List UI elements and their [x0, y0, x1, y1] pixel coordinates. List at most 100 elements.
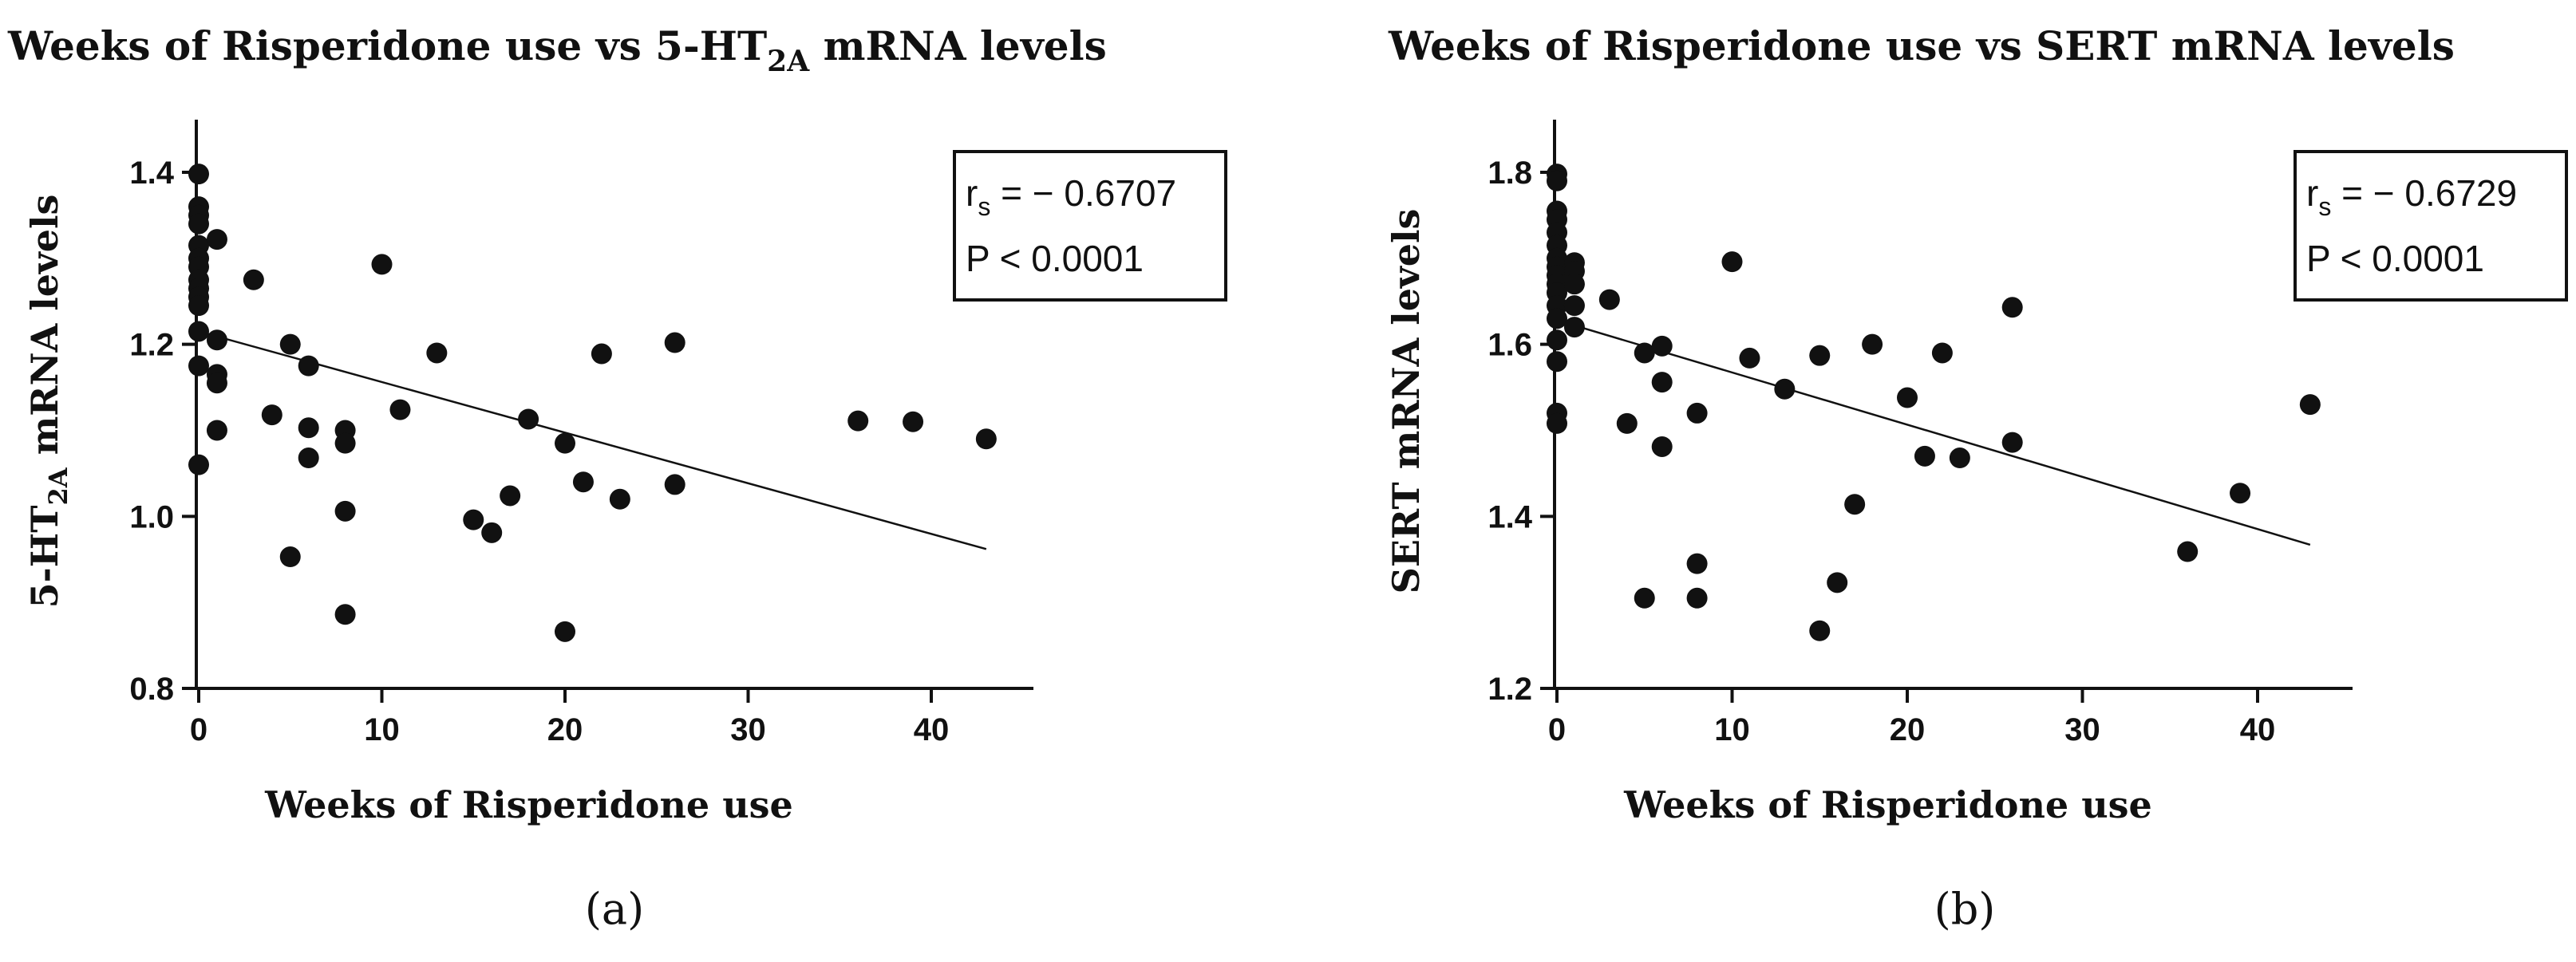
y-tick-label: 1.2 — [129, 328, 174, 363]
stat-rs-b: rs = − 0.6729 — [2306, 172, 2517, 221]
data-point — [206, 373, 227, 394]
data-point — [279, 546, 301, 568]
x-tick-label: 0 — [1548, 712, 1566, 747]
chart-panel-a: Weeks of Risperidone use vs 5-HT2A mRNA … — [7, 22, 1227, 934]
data-point — [188, 295, 209, 317]
stat-box-a: rs = − 0.6707 P < 0.0001 — [953, 150, 1227, 302]
y-tick-label: 1.2 — [1488, 672, 1532, 707]
data-point — [1686, 553, 1708, 574]
data-point — [1547, 351, 1567, 373]
data-point — [903, 411, 924, 432]
data-point — [298, 355, 319, 377]
regression-line — [1556, 319, 2311, 546]
y-tick-label: 1.4 — [129, 156, 174, 191]
data-point — [1651, 436, 1673, 457]
data-point — [1547, 308, 1567, 329]
data-point — [1897, 387, 1918, 408]
data-point — [1739, 347, 1760, 369]
chart-title-b: Weeks of Risperidone use vs SERT mRNA le… — [1388, 22, 2455, 69]
x-tick-label: 20 — [547, 712, 583, 747]
data-point — [1844, 494, 1866, 515]
data-point — [188, 355, 209, 377]
x-tick-label: 40 — [2240, 712, 2276, 747]
data-point — [206, 420, 227, 441]
x-tick-label: 30 — [2064, 712, 2100, 747]
data-point — [188, 321, 209, 342]
data-point — [261, 404, 282, 426]
data-point — [1931, 342, 1953, 364]
x-axis-label-b: Weeks of Risperidone use — [1623, 783, 2152, 826]
data-point — [1547, 412, 1567, 434]
data-point — [664, 332, 685, 353]
data-point — [1686, 587, 1708, 609]
data-point — [1563, 274, 1585, 295]
data-point — [206, 329, 227, 351]
stat-p-b: P < 0.0001 — [2306, 238, 2484, 279]
data-point — [1862, 333, 1883, 355]
x-tick-label: 10 — [1714, 712, 1750, 747]
data-point — [188, 213, 209, 235]
data-point — [298, 447, 319, 469]
stat-box-b: rs = − 0.6729 P < 0.0001 — [2294, 150, 2568, 302]
data-point — [1634, 342, 1655, 364]
data-point — [1721, 251, 1743, 273]
data-point — [847, 410, 869, 432]
data-point — [555, 432, 575, 454]
data-point — [1809, 620, 1831, 641]
data-point — [1598, 289, 1620, 310]
data-point — [243, 269, 264, 290]
data-point — [2001, 432, 2023, 453]
data-point — [1634, 587, 1655, 609]
data-point — [1686, 402, 1708, 424]
y-tick-label: 1.4 — [1488, 499, 1532, 534]
data-point — [555, 621, 575, 642]
data-point — [609, 488, 630, 510]
y-tick-label: 1.6 — [1488, 328, 1532, 363]
stat-rs-a: rs = − 0.6707 — [966, 172, 1176, 221]
data-point — [463, 509, 484, 530]
x-axis-label-a: Weeks of Risperidone use — [264, 783, 793, 826]
data-point — [1651, 335, 1673, 357]
x-tick-label: 40 — [914, 712, 950, 747]
regression-line — [198, 330, 987, 550]
panel-label-b: (b) — [1934, 884, 1996, 934]
data-point — [188, 454, 209, 475]
data-point — [389, 399, 411, 420]
data-point — [279, 333, 301, 355]
data-point — [481, 522, 503, 543]
data-point — [188, 164, 209, 185]
data-point — [1914, 445, 1935, 467]
data-point — [591, 343, 612, 365]
x-tick-label: 10 — [364, 712, 400, 747]
data-point — [1827, 572, 1848, 593]
data-point — [1563, 295, 1585, 317]
data-point — [1563, 317, 1585, 338]
stat-p-a: P < 0.0001 — [966, 238, 1144, 279]
data-point — [500, 485, 521, 507]
y-tick-label: 0.8 — [129, 672, 174, 707]
y-axis-label-b: SERT mRNA levels — [1385, 209, 1428, 594]
chart-panel-b: Weeks of Risperidone use vs SERT mRNA le… — [1385, 22, 2568, 934]
data-point — [298, 417, 319, 439]
x-tick-label: 20 — [1890, 712, 1926, 747]
x-tick-label: 0 — [190, 712, 207, 747]
data-point — [1651, 372, 1673, 393]
data-point — [334, 604, 356, 625]
data-point — [426, 342, 448, 364]
chart-title-a: Weeks of Risperidone use vs 5-HT2A mRNA … — [7, 22, 1107, 78]
data-point — [206, 229, 227, 250]
data-point — [2177, 541, 2199, 562]
data-point — [1949, 447, 1970, 469]
data-point — [975, 428, 997, 450]
data-point — [1809, 345, 1831, 366]
data-point — [1616, 412, 1638, 434]
data-point — [2001, 297, 2023, 318]
data-point — [371, 254, 393, 275]
data-point — [334, 432, 356, 454]
data-point — [1547, 329, 1567, 351]
y-tick-label: 1.8 — [1488, 156, 1532, 191]
panel-label-a: (a) — [585, 884, 644, 934]
x-tick-label: 30 — [730, 712, 766, 747]
data-point — [572, 471, 594, 493]
